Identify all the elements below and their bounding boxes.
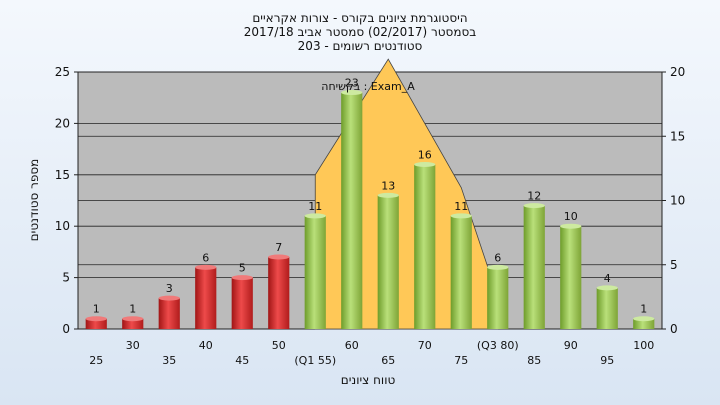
y-left-tick-label: 15 bbox=[55, 168, 70, 182]
y-right-tick-label: 5 bbox=[670, 258, 678, 272]
y-left-tick-labels: 0 5 10 15 20 25 bbox=[55, 65, 78, 336]
bar-top bbox=[304, 213, 326, 219]
bar bbox=[231, 277, 253, 329]
bar-value-label: 7 bbox=[275, 241, 282, 254]
bar-value-label: 23 bbox=[345, 77, 359, 90]
bar bbox=[560, 226, 582, 329]
y-right-tick-label: 0 bbox=[670, 322, 678, 336]
x-tick-labels: 25 30 35 40 45 50 (Q1 55) 60 65 70 75 (Q3 80) 85 90 95… bbox=[89, 339, 654, 367]
y-left-tick-label: 5 bbox=[62, 271, 70, 285]
bar-top bbox=[231, 275, 253, 281]
bar-value-label: 3 bbox=[166, 282, 173, 295]
bar bbox=[596, 287, 618, 329]
bar-top bbox=[450, 213, 472, 219]
y-axis-label: מספר סטודנטים bbox=[27, 159, 41, 242]
y-right-tick-label: 20 bbox=[670, 65, 685, 79]
chart-title-line-2: בסמסטר (02/2017) סמסטר אביב 2017/18 bbox=[244, 25, 476, 39]
y-right-tick-label: 10 bbox=[670, 194, 685, 208]
bar-value-label: 12 bbox=[527, 190, 541, 203]
x-tick-label: 70 bbox=[418, 339, 432, 352]
bar bbox=[341, 92, 363, 329]
bar-top bbox=[122, 316, 144, 322]
chart-title-group: היסטוגרמת ציונים בקורס - צורות אקראיים ב… bbox=[244, 11, 476, 53]
x-tick-label: 45 bbox=[235, 354, 249, 367]
x-tick-label: 85 bbox=[527, 354, 541, 367]
bar bbox=[85, 318, 107, 329]
y-left-tick-label: 20 bbox=[55, 116, 70, 130]
x-tick-label: 90 bbox=[564, 339, 578, 352]
bar-top bbox=[195, 264, 217, 270]
bar-top bbox=[377, 192, 399, 198]
bar-value-label: 11 bbox=[308, 200, 322, 213]
bar-value-label: 1 bbox=[93, 303, 100, 316]
bar-value-label: 11 bbox=[454, 200, 468, 213]
x-tick-label: 60 bbox=[345, 339, 359, 352]
bar-top bbox=[633, 316, 655, 322]
bar bbox=[377, 195, 399, 329]
bar-top bbox=[487, 264, 509, 270]
bar bbox=[268, 257, 290, 329]
y-right-tick-labels: 0 5 10 15 20 bbox=[662, 65, 685, 336]
legend-label: בקשיחה : Exam_A bbox=[321, 80, 415, 93]
bar bbox=[450, 215, 472, 329]
x-tick-label: 75 bbox=[454, 354, 468, 367]
bar-value-label: 6 bbox=[202, 251, 209, 264]
x-tick-label: 30 bbox=[126, 339, 140, 352]
bar-top bbox=[560, 223, 582, 229]
x-tick-label: 40 bbox=[199, 339, 213, 352]
x-axis-label: טווח ציונים bbox=[341, 373, 396, 387]
y-left-tick-label: 25 bbox=[55, 65, 70, 79]
chart-title-line-3: סטודנטים רשומים - 203 bbox=[298, 39, 423, 53]
x-tick-label: 25 bbox=[89, 354, 103, 367]
x-tick-label: 50 bbox=[272, 339, 286, 352]
bar-top bbox=[268, 254, 290, 260]
bar-top bbox=[596, 285, 618, 291]
x-tick-label: (Q3 80) bbox=[477, 339, 519, 352]
bar-value-label: 1 bbox=[129, 303, 136, 316]
chart-title-line-1: היסטוגרמת ציונים בקורס - צורות אקראיים bbox=[252, 11, 467, 25]
bar bbox=[158, 298, 180, 329]
bar bbox=[633, 318, 655, 329]
bar-top bbox=[523, 203, 545, 209]
bar-top bbox=[85, 316, 107, 322]
bar-value-label: 4 bbox=[604, 272, 611, 285]
x-tick-label: 35 bbox=[162, 354, 176, 367]
bar-value-label: 6 bbox=[494, 251, 501, 264]
bar-top bbox=[414, 162, 436, 168]
bar-value-label: 16 bbox=[418, 149, 432, 162]
bar bbox=[122, 318, 144, 329]
y-left-tick-label: 0 bbox=[62, 322, 70, 336]
bar-value-label: 10 bbox=[564, 210, 578, 223]
bar-value-label: 13 bbox=[381, 179, 395, 192]
bar bbox=[304, 215, 326, 329]
bar bbox=[523, 205, 545, 329]
y-right-tick-label: 15 bbox=[670, 129, 685, 143]
x-tick-label: 65 bbox=[381, 354, 395, 367]
y-left-tick-label: 10 bbox=[55, 219, 70, 233]
x-tick-label: 100 bbox=[633, 339, 654, 352]
bars bbox=[85, 90, 655, 329]
x-tick-label: 95 bbox=[600, 354, 614, 367]
bar-top bbox=[158, 295, 180, 301]
bar bbox=[487, 267, 509, 329]
x-tick-label: (Q1 55) bbox=[294, 354, 336, 367]
bar-top bbox=[341, 90, 363, 96]
bar-value-label: 5 bbox=[239, 262, 246, 275]
bar-value-label: 1 bbox=[640, 303, 647, 316]
bar bbox=[414, 164, 436, 329]
bar bbox=[195, 267, 217, 329]
